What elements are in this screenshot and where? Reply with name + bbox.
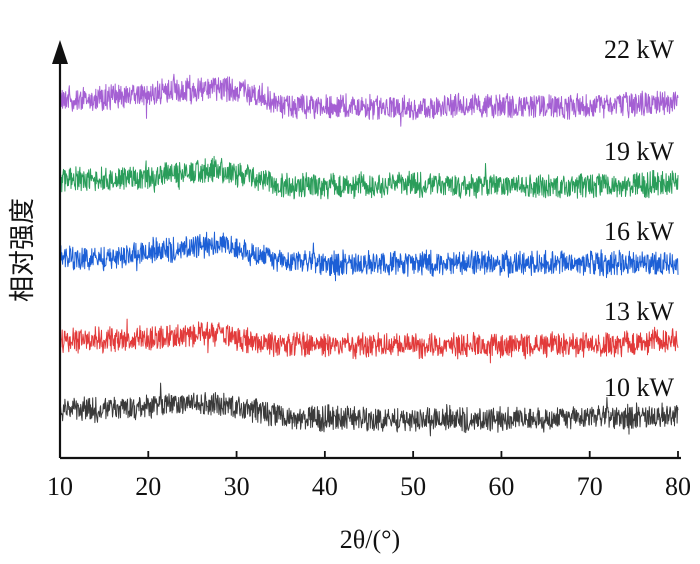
series-labels: 22 kW 19 kW 16 kW 13 kW 10 kW	[604, 35, 675, 402]
series-line-10-kw	[59, 382, 679, 437]
series-line-19-kw	[59, 155, 679, 200]
series-label-10-kw: 10 kW	[604, 373, 675, 402]
y-axis-title: 相对强度	[8, 198, 38, 302]
x-tick-label-30: 30	[224, 472, 250, 501]
series-line-22-kw	[59, 73, 679, 127]
series-label-22-kw: 22 kW	[604, 35, 675, 64]
x-axis-ticks	[59, 451, 679, 458]
series-label-19-kw: 19 kW	[604, 137, 675, 166]
x-tick-label-40: 40	[312, 472, 338, 501]
x-tick-label-80: 80	[665, 472, 691, 501]
x-axis-title: 2θ/(°)	[340, 525, 400, 554]
x-tick-label-70: 70	[577, 472, 603, 501]
series-line-13-kw	[59, 318, 679, 364]
y-axis-arrow	[52, 40, 68, 64]
series-label-13-kw: 13 kW	[604, 297, 675, 326]
series-line-16-kw	[59, 231, 679, 282]
series-label-16-kw: 16 kW	[604, 217, 675, 246]
x-tick-label-60: 60	[488, 472, 514, 501]
x-tick-label-10: 10	[47, 472, 73, 501]
series-traces	[59, 73, 679, 437]
x-tick-labels: 10 20 30 40 50 60 70 80	[47, 472, 691, 501]
x-tick-label-20: 20	[135, 472, 161, 501]
x-tick-label-50: 50	[400, 472, 426, 501]
